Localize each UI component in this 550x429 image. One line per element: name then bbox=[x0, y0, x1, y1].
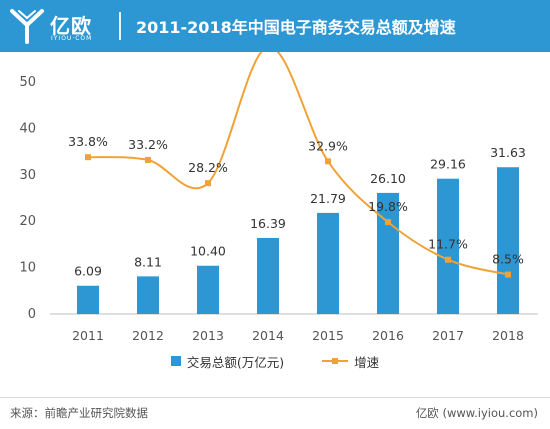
growth-point bbox=[445, 256, 451, 263]
bar-data-label: 6.09 bbox=[74, 264, 102, 279]
bar-data-label: 31.63 bbox=[490, 145, 526, 160]
bar-data-label: 8.11 bbox=[134, 254, 162, 269]
x-tick-label: 2018 bbox=[492, 328, 524, 343]
bar-data-label: 10.40 bbox=[190, 244, 226, 259]
bar-data-label: 16.39 bbox=[250, 216, 286, 231]
y-tick-label: 30 bbox=[19, 168, 36, 183]
bar-data-label: 26.10 bbox=[370, 171, 406, 186]
growth-data-label: 32.9% bbox=[308, 138, 348, 153]
legend-swatch-bar bbox=[170, 356, 181, 366]
growth-point bbox=[145, 156, 151, 163]
y-tick-label: 50 bbox=[19, 75, 36, 90]
bar bbox=[197, 265, 219, 314]
growth-data-label: 8.5% bbox=[492, 252, 524, 267]
bar-data-label: 29.16 bbox=[430, 157, 466, 172]
bar bbox=[497, 167, 519, 314]
growth-data-label: 11.7% bbox=[428, 237, 468, 252]
source-note: 来源：前瞻产业研究院数据 bbox=[10, 406, 148, 420]
x-tick-label: 2012 bbox=[132, 328, 164, 343]
growth-data-label: 28.2% bbox=[188, 160, 228, 175]
header-divider bbox=[119, 12, 121, 40]
bar bbox=[137, 276, 159, 314]
x-tick-label: 2015 bbox=[312, 328, 344, 343]
growth-line bbox=[87, 52, 509, 276]
x-tick-label: 2011 bbox=[72, 328, 104, 343]
x-tick-label: 2013 bbox=[192, 328, 224, 343]
brand-note: 亿欧 (www.iyiou.com) bbox=[415, 406, 538, 420]
x-tick-label: 2016 bbox=[372, 328, 404, 343]
chart-header: 亿欧 IYIOU·COM 2011-2018年中国电子商务交易总额及增速 bbox=[0, 0, 550, 52]
growth-point bbox=[85, 154, 91, 161]
logo-subtext: IYIOU·COM bbox=[51, 35, 93, 42]
growth-data-label: 33.8% bbox=[68, 134, 108, 149]
growth-point bbox=[385, 219, 391, 226]
x-tick-label: 2014 bbox=[252, 328, 284, 343]
chart-plot: 0 10 20 30 40 50 2011 2012 2013 2014 2015 2016 2017 2… bbox=[19, 52, 538, 343]
legend-swatch-line bbox=[322, 356, 349, 366]
growth-point bbox=[505, 271, 511, 278]
logo-text: 亿欧 bbox=[50, 14, 92, 38]
iyiou-logo-icon bbox=[10, 9, 44, 44]
y-tick-label: 40 bbox=[19, 121, 36, 136]
y-tick-label: 0 bbox=[28, 307, 36, 322]
footer-divider bbox=[0, 397, 550, 398]
x-tick-label: 2017 bbox=[432, 328, 464, 343]
legend-item-growth: 增速 bbox=[322, 352, 379, 371]
bar bbox=[257, 237, 279, 314]
legend-item-volume: 交易总额(万亿元) bbox=[170, 352, 285, 371]
growth-point bbox=[205, 180, 211, 187]
bar-data-label: 21.79 bbox=[310, 191, 346, 206]
chart-title: 2011-2018年中国电子商务交易总额及增速 bbox=[136, 18, 456, 37]
y-tick-label: 20 bbox=[19, 214, 36, 229]
bar bbox=[317, 212, 339, 314]
bar bbox=[377, 192, 399, 314]
growth-point bbox=[325, 158, 331, 165]
chart-legend: 交易总额(万亿元) 增速 bbox=[0, 352, 550, 370]
y-tick-label: 10 bbox=[19, 261, 36, 276]
legend-label-growth: 增速 bbox=[354, 354, 380, 370]
bar bbox=[437, 178, 459, 314]
legend-label-volume: 交易总额(万亿元) bbox=[186, 354, 285, 370]
growth-data-label: 33.2% bbox=[128, 137, 168, 152]
bar bbox=[77, 285, 99, 314]
growth-data-label: 19.8% bbox=[368, 199, 408, 214]
